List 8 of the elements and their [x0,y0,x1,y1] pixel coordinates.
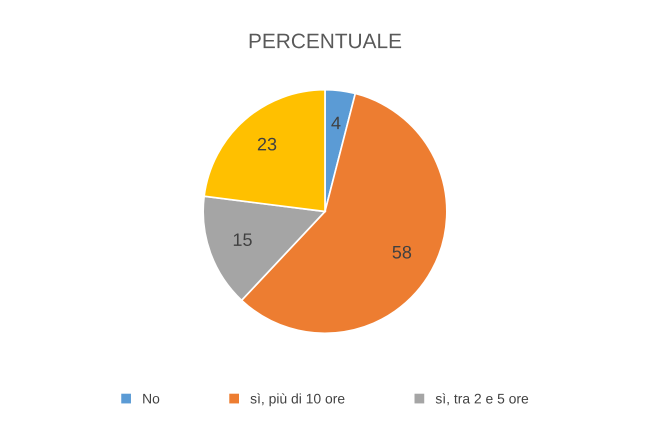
data-label: 58 [392,246,412,259]
data-label: 4 [331,116,340,130]
data-label: 23 [258,138,276,151]
chart-title: PERCENTUALE [250,34,402,48]
data-label: 15 [234,233,252,246]
legend-label: sì, tra 2 e 5 ore [436,393,528,406]
legend-label: sì, più di 10 ore [250,393,344,406]
legend-label: No [143,394,160,404]
